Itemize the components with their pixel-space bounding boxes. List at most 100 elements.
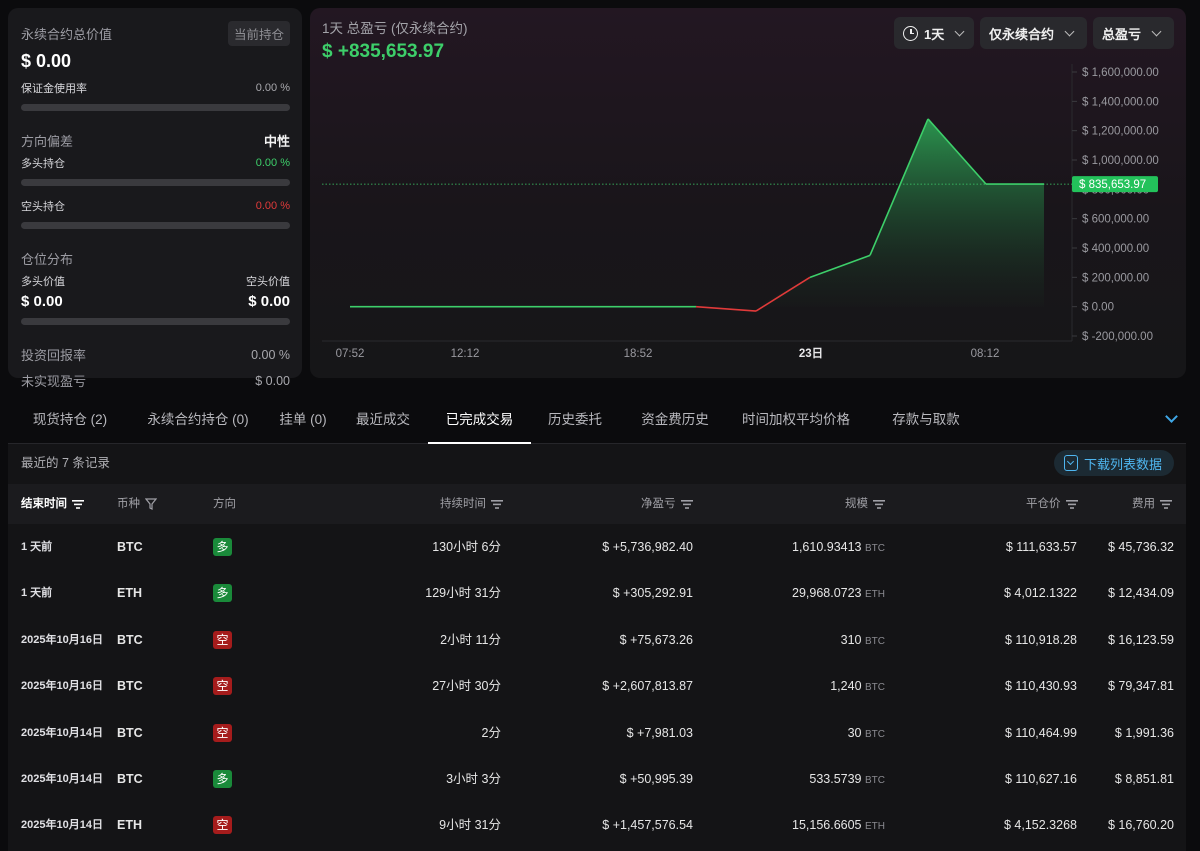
cell-duration: 130小时 6分 [432, 540, 501, 554]
table-row[interactable]: 1 天前 ETH 多 129小时 31分 $ +305,292.91 29,968.072… [8, 570, 1186, 616]
tab-open-orders[interactable]: 挂单 (0) [279, 412, 327, 427]
cell-size: 1,240 BTC [830, 663, 885, 709]
cell-end-time: 2025年10月16日 [21, 680, 103, 693]
y-tick-label: $ -200,000.00 [1082, 331, 1153, 343]
download-button-label: 下载列表数据 [1083, 456, 1162, 472]
pnl-chart[interactable]: $ 1,600,000.00 $ 1,400,000.00 $ 1,200,000.… [310, 8, 1186, 378]
table-row[interactable]: 2025年10月14日 BTC 空 2分 $ +7,981.03 30 BTC $ 110,… [8, 710, 1186, 756]
header-net-pnl-label: 净盈亏 [641, 498, 676, 510]
cell-close-price: $ 110,464.99 [1004, 725, 1077, 740]
clock-icon [903, 25, 918, 41]
cell-duration: 129小时 31分 [425, 586, 501, 601]
cell-fee: $ 8,851.81 [1114, 772, 1174, 786]
y-tick-label: $ 400,000.00 [1082, 243, 1149, 255]
range-dropdown[interactable]: 1天 [894, 17, 974, 49]
header-size[interactable]: 规模 [845, 484, 885, 524]
chevron-down-icon [1151, 26, 1162, 36]
header-close-price[interactable]: 平仓价 [1026, 484, 1078, 524]
distribution-bar [21, 318, 290, 325]
y-tick-label: $ 600,000.00 [1082, 214, 1149, 226]
header-duration-label: 持续时间 [440, 498, 486, 510]
header-close-price-label: 平仓价 [1026, 498, 1061, 510]
table-row[interactable]: 2025年10月16日 BTC 空 2小时 11分 $ +75,673.26 310 BT… [8, 617, 1186, 663]
cell-size-unit: BTC [865, 775, 885, 786]
chevron-down-icon [954, 26, 965, 36]
cell-duration: 27小时 30分 [432, 679, 501, 694]
cell-size: 1,610.93413 BTC [792, 524, 885, 570]
cell-net-pnl: $ +5,736,982.40 [602, 540, 693, 554]
cell-coin[interactable]: BTC [117, 725, 143, 740]
account-summary-card: 永续合约总价值 当前持仓 $ 0.00 保证金使用率 0.00 % 方向偏差 中… [8, 8, 302, 389]
cell-size: 310 BTC [841, 617, 885, 663]
short-value: $ 0.00 [248, 293, 290, 310]
tab-twap[interactable]: 时间加权平均价格 [742, 412, 850, 427]
tab-completed-trades[interactable]: 已完成交易 [428, 398, 531, 444]
table-row[interactable]: 2025年10月14日 ETH 空 9小时 31分 $ +1,457,576.54 15,… [8, 802, 1186, 848]
header-duration[interactable]: 持续时间 [440, 484, 503, 524]
x-tick-label: 07:52 [336, 348, 365, 360]
y-tick-label: $ 1,400,000.00 [1082, 96, 1159, 108]
download-button[interactable]: 下载列表数据 [1053, 450, 1174, 476]
tab-funding-history[interactable]: 资金费历史 [641, 412, 709, 427]
short-value-label: 空头价值 [246, 276, 290, 288]
cell-net-pnl: $ +75,673.26 [619, 632, 693, 647]
tab-spot-positions[interactable]: 现货持仓 (2) [32, 412, 108, 427]
tab-deposits-withdrawals[interactable]: 存款与取款 [892, 412, 960, 427]
metric-dropdown[interactable]: 总盈亏 [1093, 17, 1174, 49]
scope-dropdown[interactable]: 仅永续合约 [980, 17, 1087, 49]
sort-icon [72, 499, 84, 509]
unrealized-pnl-label: 未实现盈亏 [21, 374, 87, 389]
cell-net-pnl: $ +7,981.03 [626, 725, 693, 740]
distribution-label: 仓位分布 [21, 252, 74, 267]
cell-fee: $ 16,123.59 [1107, 632, 1174, 647]
cell-coin[interactable]: BTC [117, 772, 143, 786]
cell-size-value: 29,968.0723 [792, 586, 862, 601]
pnl-area-fill [756, 118, 1044, 307]
long-position-label: 多头持仓 [21, 158, 65, 170]
table-row[interactable]: 1 天前 BTC 多 130小时 6分 $ +5,736,982.40 1,610.934… [8, 524, 1186, 570]
cell-size-value: 30 [847, 725, 862, 740]
direction-badge: 空 [213, 723, 232, 742]
tab-order-history[interactable]: 历史委托 [548, 412, 602, 427]
cell-net-pnl: $ +2,607,813.87 [602, 679, 693, 694]
header-fee-label: 费用 [1132, 498, 1155, 510]
header-coin-label: 币种 [117, 498, 140, 510]
cell-end-time: 2025年10月14日 [21, 726, 103, 739]
pnl-line-segment [927, 118, 987, 185]
tab-recent-fills[interactable]: 最近成交 [356, 412, 410, 427]
header-end-time[interactable]: 结束时间 [21, 484, 84, 524]
cell-net-pnl: $ +305,292.91 [612, 586, 693, 601]
table-row[interactable]: 2025年10月14日 BTC 多 3小时 3分 $ +50,995.39 533.573… [8, 756, 1186, 802]
cell-fee: $ 12,434.09 [1107, 586, 1174, 601]
cell-fee: $ 1,991.36 [1114, 725, 1174, 740]
pnl-line-segment [809, 254, 871, 279]
cell-coin[interactable]: BTC [117, 632, 143, 647]
current-positions-button[interactable]: 当前持仓 [227, 21, 290, 46]
cell-coin[interactable]: ETH [117, 586, 142, 601]
download-icon [1063, 455, 1078, 471]
cell-fee: $ 79,347.81 [1107, 679, 1174, 694]
cell-coin[interactable]: ETH [117, 818, 142, 833]
cell-size-value: 15,156.6605 [792, 818, 862, 833]
header-fee[interactable]: 费用 [1132, 484, 1172, 524]
cell-size-unit: ETH [865, 821, 885, 833]
header-end-time-label: 结束时间 [21, 498, 67, 510]
cell-duration: 3小时 3分 [446, 772, 501, 786]
roi-value: 0.00 % [251, 347, 290, 362]
chevron-down-icon[interactable] [1165, 410, 1178, 423]
cell-net-pnl: $ +1,457,576.54 [602, 818, 693, 833]
long-position-bar [21, 179, 290, 186]
cell-coin[interactable]: BTC [117, 679, 143, 694]
y-tick-label: $ 200,000.00 [1082, 272, 1149, 284]
current-value-label: $ 835,653.97 [1079, 179, 1146, 191]
long-position-value: 0.00 % [255, 157, 290, 169]
short-position-value: 0.00 % [255, 200, 290, 212]
scope-dropdown-label: 仅永续合约 [989, 26, 1055, 42]
cell-size: 15,156.6605 ETH [792, 802, 885, 848]
cell-size-value: 1,610.93413 [792, 540, 862, 554]
header-coin[interactable]: 币种 [117, 484, 157, 524]
cell-coin[interactable]: BTC [117, 540, 143, 554]
tab-perp-positions[interactable]: 永续合约持仓 (0) [147, 412, 249, 427]
table-row[interactable]: 2025年10月16日 BTC 空 27小时 30分 $ +2,607,813.87 1,… [8, 663, 1186, 709]
header-net-pnl[interactable]: 净盈亏 [641, 484, 693, 524]
